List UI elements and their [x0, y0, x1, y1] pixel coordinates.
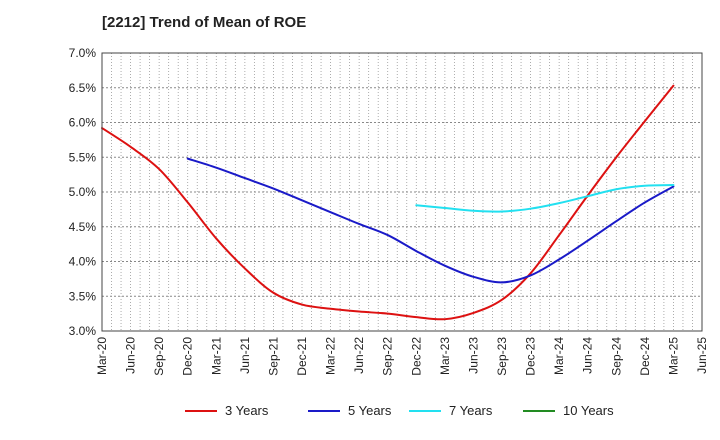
- x-tick-label: Dec-23: [524, 337, 538, 376]
- legend-label-10-years: 10 Years: [563, 403, 614, 418]
- x-tick-label: Jun-25: [695, 337, 709, 374]
- x-tick-label: Jun-22: [352, 337, 366, 374]
- y-tick-label: 4.5%: [69, 220, 97, 234]
- chart-title: [2212] Trend of Mean of ROE: [102, 14, 307, 31]
- legend-label-3-years: 3 Years: [225, 403, 269, 418]
- series-line-7-years: [415, 184, 675, 213]
- x-tick-label: Sep-21: [266, 337, 280, 376]
- x-tick-label: Dec-22: [409, 337, 423, 376]
- legend-label-7-years: 7 Years: [449, 403, 493, 418]
- x-tick-label: Mar-23: [438, 337, 452, 375]
- x-tick-label: Sep-24: [609, 337, 623, 376]
- x-tick-label: Jun-24: [581, 337, 595, 374]
- x-tick-label: Mar-21: [209, 337, 223, 375]
- x-tick-label: Jun-21: [238, 337, 252, 374]
- x-tick-label: Dec-21: [295, 337, 309, 376]
- series-line-3-years: [101, 84, 675, 321]
- y-tick-label: 7.0%: [69, 46, 97, 60]
- x-tick-label: Mar-24: [552, 337, 566, 375]
- x-tick-label: Sep-23: [495, 337, 509, 376]
- x-tick-label: Dec-24: [638, 337, 652, 376]
- x-tick-label: Dec-20: [181, 337, 195, 376]
- y-tick-label: 4.0%: [69, 255, 97, 269]
- x-tick-label: Mar-22: [324, 337, 338, 375]
- legend: 3 Years 5 Years 7 Years 10 Years: [185, 403, 614, 418]
- y-tick-label: 5.0%: [69, 185, 97, 199]
- y-tick-label: 6.0%: [69, 116, 97, 130]
- grid-layer: [101, 52, 703, 332]
- axis-layer: 3.0% 3.5% 4.0% 4.5% 5.0% 5.5% 6.0% 6.5% 7.0% Mar-…: [69, 46, 709, 376]
- x-tick-label: Sep-20: [152, 337, 166, 376]
- x-tick-label: Sep-22: [381, 337, 395, 376]
- y-tick-label: 3.0%: [69, 324, 97, 338]
- legend-label-5-years: 5 Years: [348, 403, 392, 418]
- y-tick-label: 3.5%: [69, 289, 97, 303]
- y-tick-label: 5.5%: [69, 150, 97, 164]
- plot-frame: [101, 52, 703, 332]
- x-tick-label: Mar-20: [95, 337, 109, 375]
- x-tick-label: Mar-25: [666, 337, 680, 375]
- x-tick-label: Jun-23: [466, 337, 480, 374]
- x-tick-label: Jun-20: [124, 337, 138, 374]
- series-line-5-years: [186, 157, 675, 284]
- y-tick-label: 6.5%: [69, 81, 97, 95]
- series-layer: [101, 84, 675, 321]
